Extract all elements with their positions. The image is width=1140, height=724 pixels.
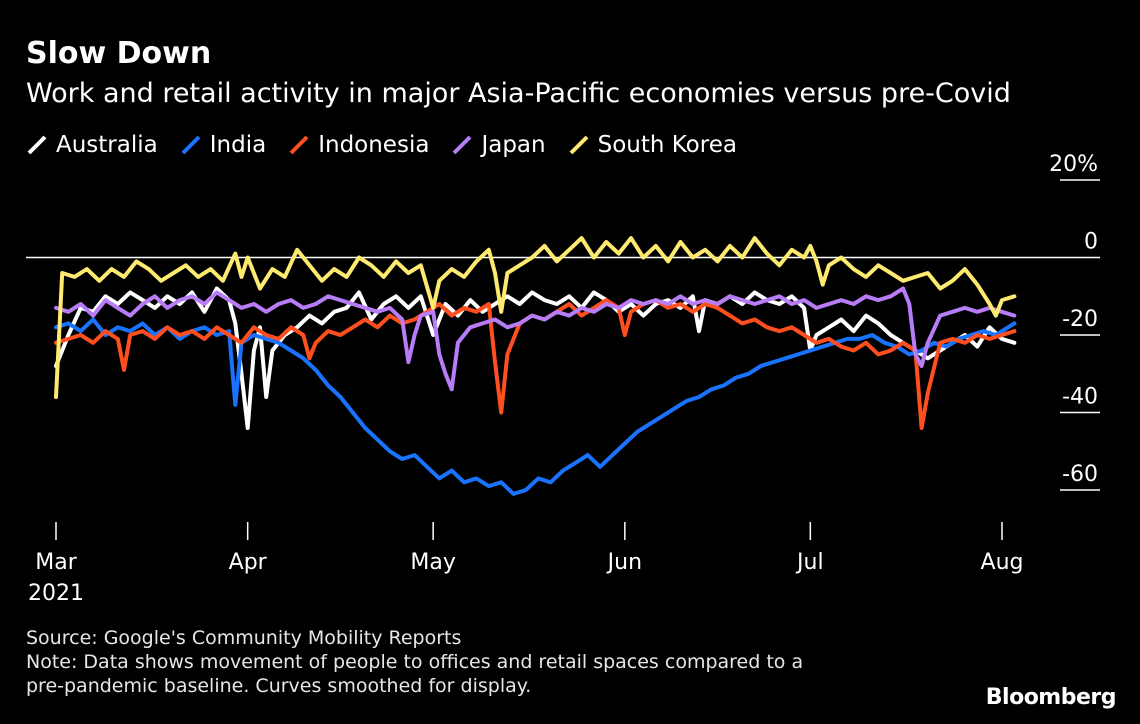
legend-swatch-japan [453,135,472,155]
legend-item-south-korea: South Korea [568,132,737,158]
legend-label-japan: Japan [481,132,546,158]
y-tick-label: -60 [1062,462,1098,487]
bloomberg-logo: Bloomberg [985,685,1117,710]
source-note: Source: Google's Community Mobility Repo… [26,627,462,649]
legend-item-japan: Japan [451,132,546,158]
chart-title: Slow Down [26,36,212,71]
series-line-japan [54,286,1017,392]
x-tick-label: Jul [795,550,824,575]
legend-swatch-australia [27,135,47,155]
legend-label-australia: Australia [56,132,158,158]
x-tick-label: Mar [35,550,77,575]
legend-label-india: India [209,132,267,158]
x-tick-label: May [410,550,455,575]
series-line-india [54,317,1017,496]
legend-label-south-korea: South Korea [597,132,737,158]
legend-item-india: India [180,132,266,158]
legend: Australia India Indonesia Japan South Ko… [26,132,737,158]
chart-footer: Source: Google's Community Mobility Repo… [26,626,803,698]
series-line-australia [54,286,1017,430]
legend-swatch-indonesia [289,135,309,155]
x-tick-label: Jun [606,550,642,575]
y-tick-label: 0 [1084,230,1098,255]
legend-swatch-india [181,135,201,155]
data-note-line-2: pre-pandemic baseline. Curves smoothed f… [26,675,532,697]
x-tick-label: Aug [981,550,1024,575]
x-tick-sublabel: 2021 [28,581,84,606]
legend-swatch-south-korea [569,135,589,155]
y-tick-label: -20 [1062,307,1098,332]
y-tick-label: 20% [1049,152,1098,177]
x-tick-label: Apr [229,550,268,575]
y-tick-label: -40 [1062,385,1098,410]
series-line-south-korea [54,236,1017,399]
legend-item-indonesia: Indonesia [288,132,429,158]
legend-label-indonesia: Indonesia [318,132,430,158]
legend-item-australia: Australia [26,132,158,158]
chart-subtitle: Work and retail activity in major Asia-P… [26,78,1011,109]
data-note-line-1: Note: Data shows movement of people to o… [26,651,804,673]
